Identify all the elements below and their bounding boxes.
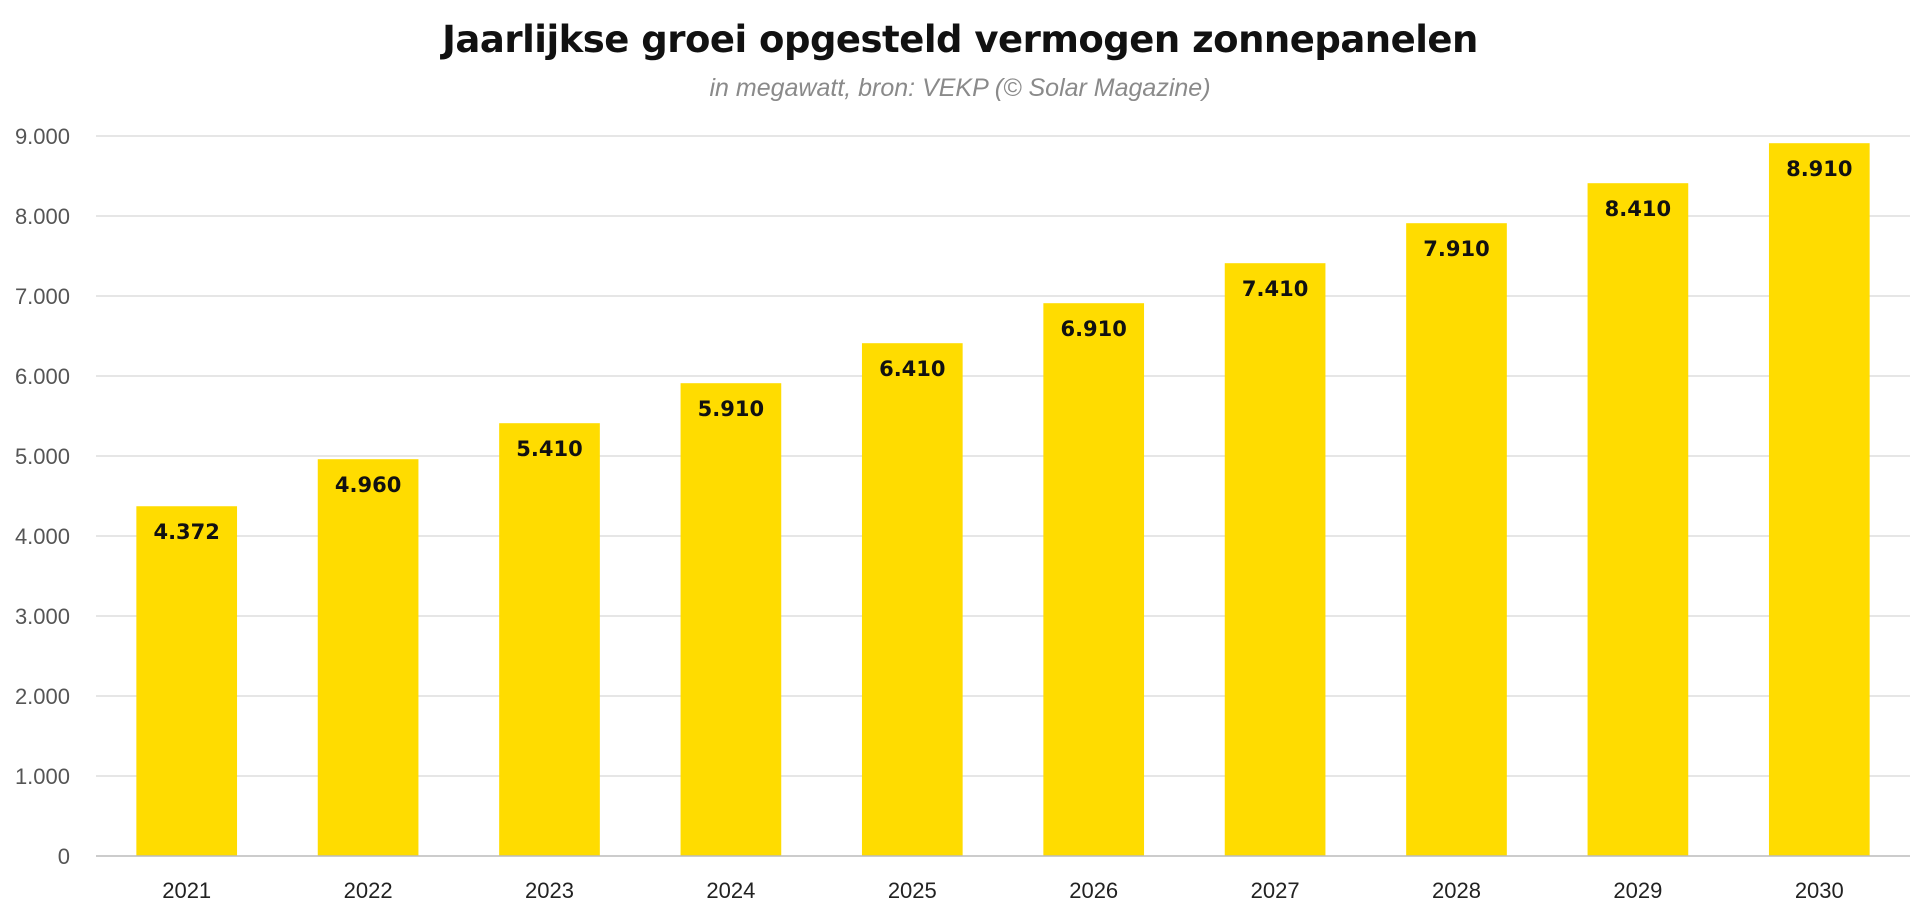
value-label-2021: 4.372 xyxy=(153,520,219,544)
x-tick-label-2025: 2025 xyxy=(888,878,937,903)
x-tick-label-2028: 2028 xyxy=(1432,878,1481,903)
bar-2027 xyxy=(1224,263,1326,856)
x-tick-label-2023: 2023 xyxy=(525,878,574,903)
y-axis-ticks: 0 1.000 2.000 3.000 4.000 5.000 6.000 7.000 8.00… xyxy=(15,124,70,869)
y-tick-label: 8.000 xyxy=(15,204,70,229)
bar-2030 xyxy=(1768,143,1870,856)
value-label-2029: 8.410 xyxy=(1605,197,1671,221)
x-tick-label-2030: 2030 xyxy=(1795,878,1844,903)
y-tick-label: 4.000 xyxy=(15,524,70,549)
value-label-2024: 5.910 xyxy=(698,397,764,421)
bar-2023 xyxy=(499,423,600,856)
value-label-2022: 4.960 xyxy=(335,473,401,497)
y-tick-label: 9.000 xyxy=(15,124,70,149)
y-tick-label: 5.000 xyxy=(15,444,70,469)
bars xyxy=(136,143,1870,856)
value-label-2025: 6.410 xyxy=(879,357,945,381)
bar-2022 xyxy=(317,459,419,856)
y-tick-label: 2.000 xyxy=(15,684,70,709)
y-tick-label: 0 xyxy=(58,844,70,869)
value-labels: 4.372 4.960 5.410 5.910 6.410 6.910 7.410 7.910… xyxy=(153,157,1852,544)
x-axis-ticks: 2021 2022 2023 2024 2025 2026 2027 2028 2029 2030 xyxy=(162,878,1844,903)
x-tick-label-2027: 2027 xyxy=(1251,878,1300,903)
value-label-2023: 5.410 xyxy=(516,437,582,461)
x-tick-label-2024: 2024 xyxy=(706,878,755,903)
y-tick-label: 3.000 xyxy=(15,604,70,629)
value-label-2028: 7.910 xyxy=(1423,237,1489,261)
chart-title: Jaarlijkse groei opgesteld vermogen zonn… xyxy=(442,18,1478,61)
y-tick-label: 7.000 xyxy=(15,284,70,309)
y-tick-label: 6.000 xyxy=(15,364,70,389)
x-tick-label-2026: 2026 xyxy=(1069,878,1118,903)
bar-2029 xyxy=(1587,183,1689,856)
bar-2021 xyxy=(136,506,238,856)
bar-2024 xyxy=(680,383,782,856)
x-tick-label-2021: 2021 xyxy=(162,878,211,903)
y-tick-label: 1.000 xyxy=(15,764,70,789)
bar-2026 xyxy=(1043,303,1145,856)
value-label-2030: 8.910 xyxy=(1786,157,1852,181)
value-label-2026: 6.910 xyxy=(1060,317,1126,341)
x-tick-label-2022: 2022 xyxy=(344,878,393,903)
chart-subtitle: in megawatt, bron: VEKP (© Solar Magazin… xyxy=(709,74,1211,102)
value-label-2027: 7.410 xyxy=(1242,277,1308,301)
bar-2028 xyxy=(1406,223,1507,856)
x-tick-label-2029: 2029 xyxy=(1613,878,1662,903)
bar-2025 xyxy=(861,343,963,856)
